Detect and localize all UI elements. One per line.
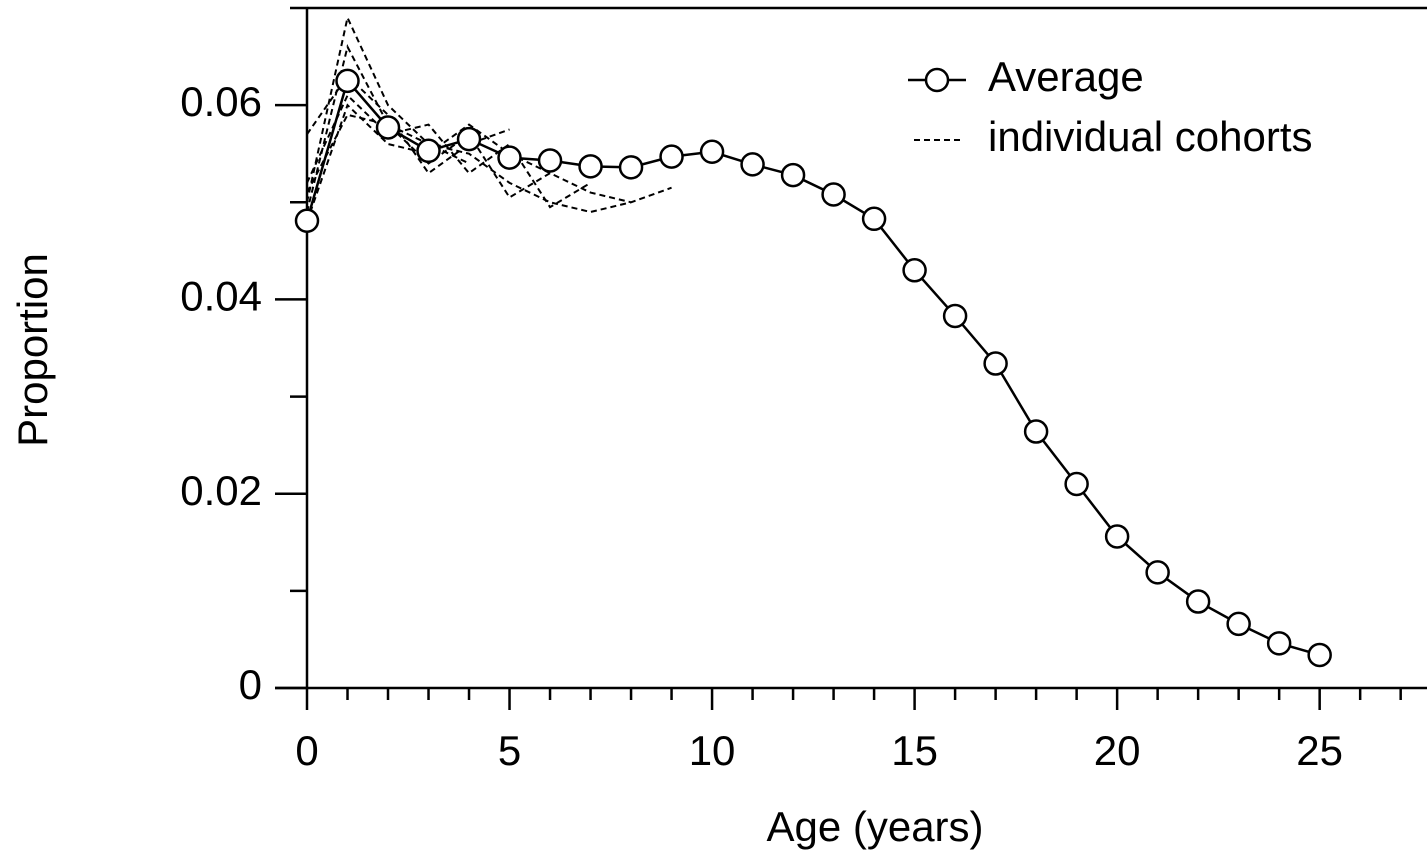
y-tick-label: 0.06 xyxy=(180,78,262,125)
point xyxy=(294,208,320,233)
point xyxy=(699,139,725,165)
point xyxy=(1307,642,1332,668)
y-tick-label: 0.02 xyxy=(180,467,262,514)
point xyxy=(902,258,927,283)
point xyxy=(1064,471,1089,497)
point xyxy=(1226,611,1251,637)
y-tick-label: 0 xyxy=(239,661,262,708)
point xyxy=(740,152,765,177)
cohort-line xyxy=(306,93,592,209)
x-tick-label: 15 xyxy=(891,727,938,774)
legend-marker xyxy=(924,67,950,93)
point xyxy=(1185,589,1211,614)
point xyxy=(983,351,1008,376)
point xyxy=(416,138,441,164)
x-tick-label: 0 xyxy=(295,727,318,774)
x-tick-label: 10 xyxy=(689,727,736,774)
point xyxy=(780,162,806,188)
legend-label: individual cohorts xyxy=(988,113,1313,160)
point xyxy=(618,155,644,180)
x-tick-label: 20 xyxy=(1094,727,1141,774)
point xyxy=(942,303,968,329)
x-tick-label: 25 xyxy=(1296,727,1343,774)
point xyxy=(1266,631,1292,656)
point xyxy=(1023,419,1049,444)
point xyxy=(456,126,482,152)
point xyxy=(537,148,563,173)
point xyxy=(1145,560,1170,585)
point xyxy=(578,154,603,179)
y-tick-label: 0.04 xyxy=(180,273,262,320)
point xyxy=(1104,524,1130,549)
point xyxy=(659,144,684,169)
point xyxy=(335,68,360,94)
y-axis-title: Proportion xyxy=(9,253,56,447)
point xyxy=(375,115,401,140)
cohort-line xyxy=(306,14,672,214)
x-axis-title: Age (years) xyxy=(766,803,983,850)
x-tick-label: 5 xyxy=(498,727,521,774)
point xyxy=(861,206,887,232)
point xyxy=(821,182,846,207)
point xyxy=(497,145,522,170)
legend-label: Average xyxy=(988,53,1144,100)
